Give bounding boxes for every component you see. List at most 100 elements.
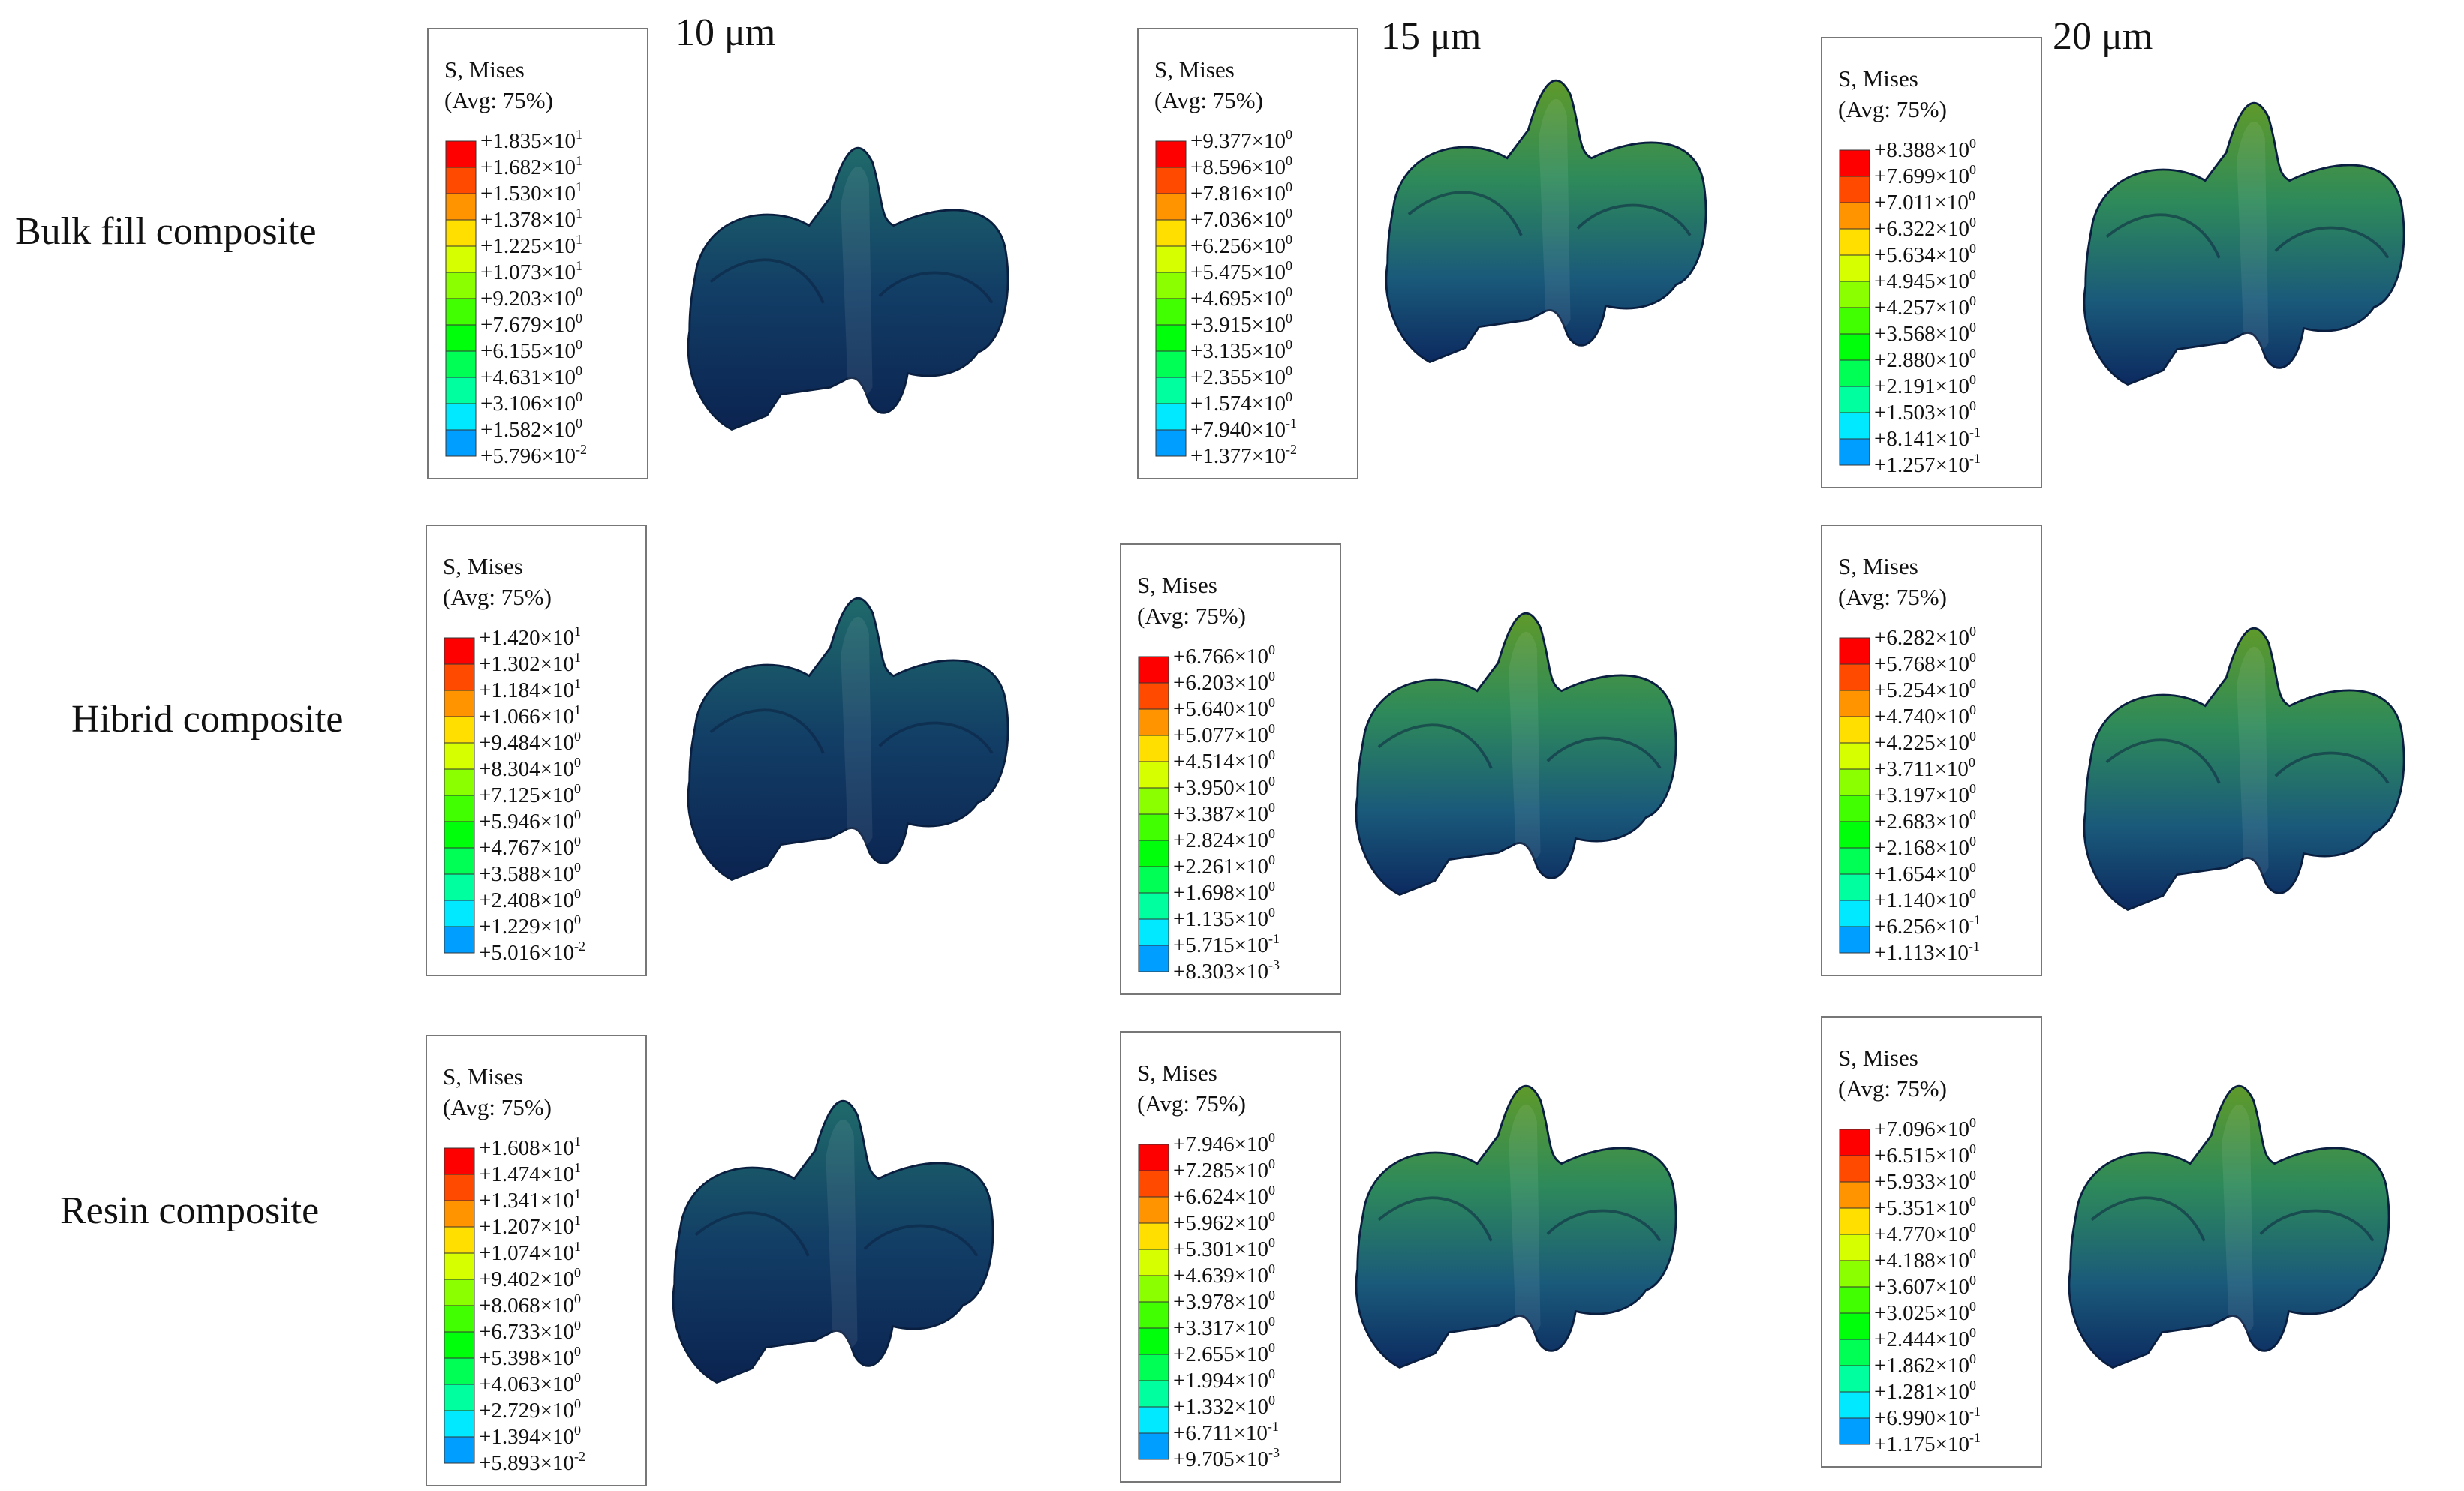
value-exponent: 0	[1268, 1156, 1275, 1171]
legend-value: +5.715×10-1	[1173, 931, 1280, 957]
value-mantissa: +5.946×10	[479, 810, 574, 834]
value-exponent: 0	[1969, 1325, 1976, 1340]
legend-subtitle: (Avg: 75%)	[1154, 87, 1263, 113]
legend-value: +3.317×100	[1173, 1314, 1275, 1340]
value-exponent: 0	[574, 860, 581, 875]
legend-value: +3.978×100	[1173, 1288, 1275, 1314]
value-exponent: 0	[1969, 860, 1976, 875]
value-exponent: -1	[1969, 1430, 1981, 1445]
tooth-model	[687, 597, 1009, 882]
legend-value: +9.484×100	[479, 729, 581, 755]
value-exponent: 1	[576, 153, 582, 168]
tooth-model	[2068, 1084, 2390, 1369]
legend-value: +4.188×100	[1874, 1246, 1976, 1273]
color-band	[445, 245, 477, 273]
value-exponent: 0	[1969, 1141, 1976, 1156]
color-band	[1839, 228, 1870, 256]
color-band	[445, 403, 477, 431]
value-mantissa: +9.203×10	[480, 287, 576, 311]
value-exponent: 1	[574, 650, 581, 665]
legend-value: +3.950×100	[1173, 774, 1275, 800]
value-mantissa: +6.733×10	[479, 1320, 574, 1344]
color-band	[1839, 1286, 1870, 1314]
value-mantissa: +3.135×10	[1190, 339, 1286, 363]
value-mantissa: +4.770×10	[1874, 1222, 1969, 1246]
color-band	[1839, 1207, 1870, 1235]
color-band	[1839, 926, 1870, 954]
color-band	[1839, 1391, 1870, 1419]
value-exponent: 0	[574, 729, 581, 744]
legend-value: +4.695×100	[1190, 284, 1292, 311]
legend-value: +1.074×101	[479, 1239, 581, 1265]
value-exponent: 0	[1268, 879, 1275, 894]
legend-value: +3.106×100	[480, 389, 582, 416]
value-mantissa: +2.683×10	[1874, 810, 1969, 834]
color-band	[1138, 1406, 1169, 1434]
color-band	[1138, 1380, 1169, 1408]
color-band	[1138, 735, 1169, 762]
color-band	[1839, 1339, 1870, 1366]
legend-value: +1.281×100	[1874, 1378, 1976, 1404]
legend-value: +4.770×100	[1874, 1220, 1976, 1246]
legend-value: +8.303×10-3	[1173, 957, 1280, 984]
color-band	[445, 429, 477, 457]
color-band	[1839, 1365, 1870, 1393]
value-mantissa: +5.351×10	[1874, 1196, 1969, 1220]
legend-title: S, Mises	[443, 553, 523, 579]
value-exponent: 0	[1268, 669, 1275, 684]
value-exponent: 0	[1268, 747, 1275, 762]
legend-value: +2.683×100	[1874, 807, 1976, 834]
value-mantissa: +3.950×10	[1173, 776, 1268, 800]
value-mantissa: +9.402×10	[479, 1267, 574, 1291]
color-band	[444, 821, 475, 849]
column-header: 20 μm	[2053, 15, 2153, 58]
legend-value: +7.816×100	[1190, 179, 1292, 206]
value-exponent: 0	[1969, 241, 1976, 256]
legend-value: +7.011×100	[1874, 188, 1975, 215]
color-band	[1839, 900, 1870, 927]
value-mantissa: +7.946×10	[1173, 1132, 1268, 1156]
value-mantissa: +5.254×10	[1874, 678, 1969, 702]
value-mantissa: +1.377×10	[1190, 444, 1286, 468]
value-mantissa: +7.036×10	[1190, 208, 1286, 232]
value-mantissa: +4.740×10	[1874, 705, 1969, 729]
value-exponent: -1	[1969, 912, 1981, 927]
value-mantissa: +6.711×10	[1173, 1421, 1268, 1445]
value-exponent: 0	[1969, 346, 1976, 361]
value-exponent: 0	[1969, 1246, 1976, 1261]
value-mantissa: +3.106×10	[480, 392, 576, 416]
color-band	[1138, 1144, 1169, 1171]
legend-value: +2.191×100	[1874, 372, 1976, 398]
value-exponent: -2	[1286, 442, 1297, 457]
color-band	[1138, 892, 1169, 920]
legend-value: +3.135×100	[1190, 337, 1292, 363]
value-mantissa: +1.074×10	[479, 1241, 574, 1265]
value-exponent: 0	[574, 1318, 581, 1333]
color-band	[444, 1357, 475, 1385]
legend-value: +1.862×100	[1874, 1351, 1976, 1378]
value-mantissa: +1.207×10	[479, 1215, 574, 1239]
value-mantissa: +5.634×10	[1874, 243, 1969, 267]
value-exponent: 0	[1286, 337, 1292, 352]
legend: S, Mises(Avg: 75%)+1.420×101+1.302×101+1…	[426, 525, 647, 976]
legend-value: +7.125×100	[479, 781, 581, 807]
value-exponent: 0	[1286, 206, 1292, 221]
legend-value: +2.444×100	[1874, 1325, 1976, 1351]
legend-value: +5.016×10-2	[479, 939, 585, 965]
row-label: Resin composite	[60, 1189, 319, 1232]
value-exponent: 0	[1969, 834, 1976, 849]
legend: S, Mises(Avg: 75%)+7.096×100+6.515×100+5…	[1821, 1016, 2042, 1468]
value-exponent: 0	[1969, 1115, 1976, 1130]
legend-value: +6.203×100	[1173, 669, 1275, 695]
legend-value: +5.962×100	[1173, 1209, 1275, 1235]
legend-value: +1.140×100	[1874, 886, 1976, 912]
legend-value: +5.351×100	[1874, 1194, 1976, 1220]
legend-value: +1.503×100	[1874, 398, 1976, 425]
color-band	[444, 1384, 475, 1411]
color-band	[1138, 1432, 1169, 1460]
value-mantissa: +5.933×10	[1874, 1170, 1969, 1194]
legend-title: S, Mises	[443, 1063, 523, 1090]
legend-value: +1.073×101	[480, 258, 582, 284]
value-exponent: 0	[1969, 267, 1976, 282]
